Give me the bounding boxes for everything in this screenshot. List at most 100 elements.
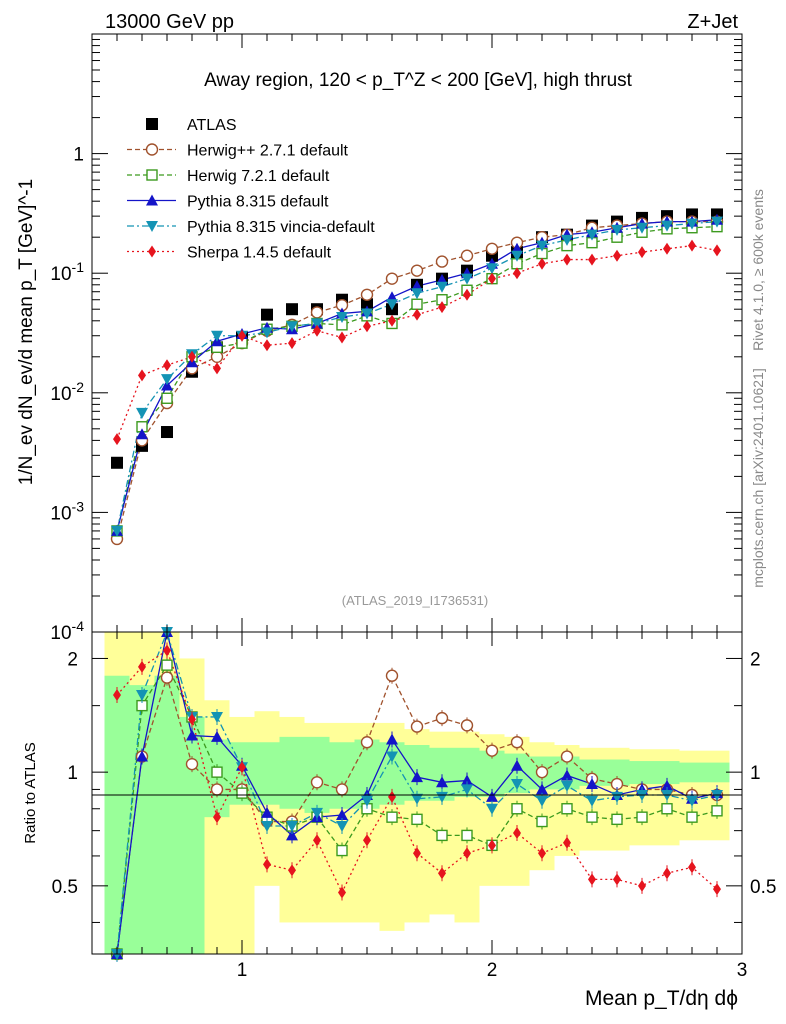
mc-point <box>486 263 498 275</box>
legend-marker <box>146 169 158 181</box>
ratio-point <box>513 827 521 840</box>
mc-point <box>488 272 496 285</box>
ratio-point <box>688 861 696 874</box>
mc-point <box>586 229 598 241</box>
ratio-point <box>488 839 496 852</box>
mc-point <box>636 222 648 234</box>
ratio-point <box>238 761 246 774</box>
mc-point <box>263 339 271 352</box>
ratio-point <box>511 803 523 815</box>
ratio-point <box>136 750 148 762</box>
legend-label: Herwig 7.2.1 default <box>187 168 330 185</box>
legend-label: Pythia 8.315 default <box>187 194 329 211</box>
ratio-point <box>538 847 546 860</box>
ratio-tick-label-left: 1 <box>67 763 78 784</box>
ratio-point <box>185 757 199 771</box>
ratio-point <box>286 829 298 841</box>
legend-marker <box>146 118 158 130</box>
ratio-point <box>561 769 573 781</box>
mc-point <box>436 281 448 293</box>
ratio-point <box>286 821 298 833</box>
x-tick-label: 2 <box>487 960 498 981</box>
ratio-point <box>435 711 449 725</box>
mc-point <box>538 257 546 270</box>
ratio-band-inner <box>654 761 680 785</box>
ratio-point <box>686 795 698 807</box>
mc-point <box>638 246 646 259</box>
mc-point <box>661 220 673 232</box>
mc-point <box>411 288 423 300</box>
data-point <box>261 308 273 321</box>
legend-label: Herwig++ 2.7.1 default <box>187 143 349 160</box>
ratio-point <box>411 771 423 783</box>
ratio-point <box>413 847 421 860</box>
ratio-point <box>436 776 448 788</box>
data-point <box>111 456 123 469</box>
ratio-point <box>463 847 471 860</box>
y-tick-label: 1 <box>73 145 84 166</box>
ratio-point <box>213 811 221 824</box>
mc-point <box>238 329 246 342</box>
ratio-band-inner <box>704 762 730 783</box>
ratio-point <box>663 867 671 880</box>
ratio-point <box>686 811 698 823</box>
ratio-point <box>588 873 596 886</box>
ratio-point <box>611 813 623 826</box>
mc-point <box>410 264 424 277</box>
mc-point <box>536 240 548 252</box>
ratio-point <box>563 836 571 849</box>
ratio-band-inner <box>279 736 305 809</box>
mc-point <box>663 242 671 255</box>
mc-point <box>385 272 399 285</box>
ratio-point <box>388 790 396 803</box>
ratio-point <box>188 713 196 726</box>
ratio-point <box>511 759 523 771</box>
data-point <box>161 426 173 439</box>
mc-point <box>711 216 723 228</box>
ratio-point <box>511 779 523 791</box>
ratio-point <box>385 669 399 682</box>
ratio-point <box>536 795 548 807</box>
mc-point <box>213 362 221 375</box>
mc-point <box>386 299 398 311</box>
header-left: 13000 GeV pp <box>105 11 234 33</box>
ratio-point <box>311 807 323 819</box>
ratio-point <box>561 803 573 815</box>
ratio-point <box>486 803 498 815</box>
legend-label: ATLAS <box>187 117 237 134</box>
ratio-point <box>461 774 473 786</box>
mc-point <box>563 253 571 266</box>
ratio-point <box>661 803 673 815</box>
ratio-point <box>336 844 348 857</box>
legend-marker <box>146 194 158 206</box>
ratio-point <box>485 744 499 757</box>
ratio-point <box>236 787 248 799</box>
ratio-point <box>113 689 121 702</box>
legend-marker <box>146 221 158 232</box>
mc-point <box>411 298 423 310</box>
ratio-point <box>288 864 296 877</box>
mc-point <box>611 224 623 236</box>
mc-point <box>513 267 521 280</box>
ratio-point <box>486 790 498 802</box>
mc-point <box>138 369 146 382</box>
ratio-point <box>136 690 148 702</box>
mc-point <box>161 392 173 404</box>
ratio-point <box>638 879 646 892</box>
y-tick-label: 10-2 <box>50 379 84 405</box>
ratio-point <box>336 821 348 833</box>
mc-point <box>288 337 296 350</box>
mc-point <box>161 374 173 386</box>
ratio-band-inner <box>129 685 155 954</box>
header-right: Z+Jet <box>687 11 738 33</box>
ratio-point <box>636 811 648 823</box>
mc-point <box>713 244 721 257</box>
mc-point <box>136 428 148 440</box>
ratio-point <box>438 867 446 880</box>
ratio-point <box>335 783 349 796</box>
mc-point <box>310 306 324 319</box>
mc-point <box>461 273 473 285</box>
mc-point <box>211 330 223 342</box>
mc-point <box>688 239 696 252</box>
